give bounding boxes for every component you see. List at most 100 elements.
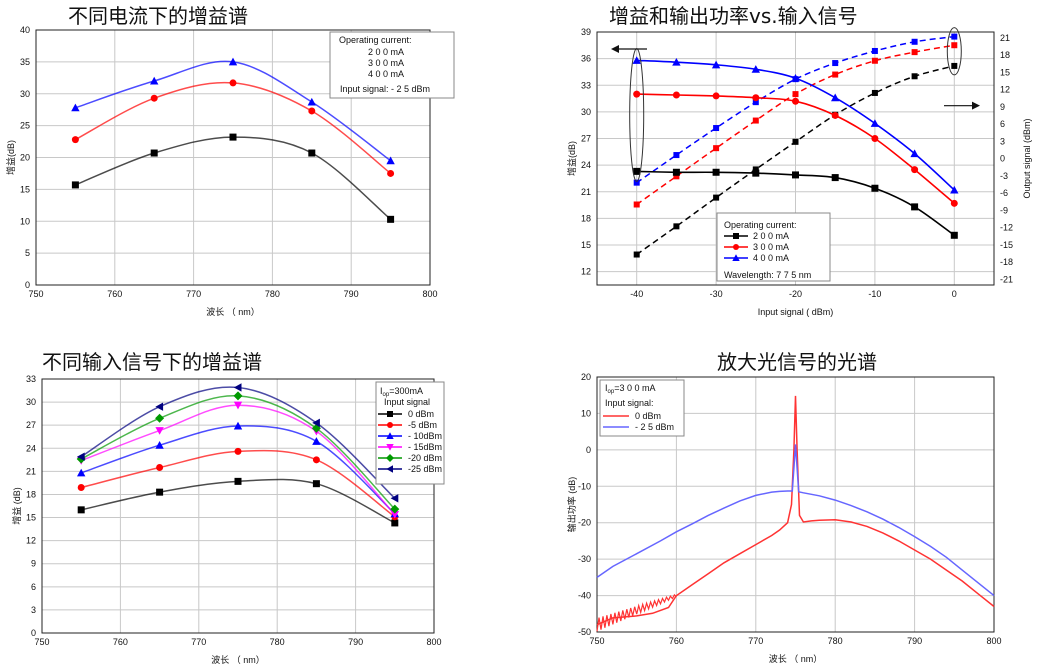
y2-tick-label: -6 — [1000, 188, 1008, 198]
data-point — [910, 149, 919, 158]
chart-panel-4: 放大光信号的光谱 750 760 770 780 790 800 -50 -40 -30 -20 -… — [521, 334, 1042, 668]
data-point — [391, 519, 399, 527]
x-tick-label: 760 — [107, 289, 122, 299]
data-point — [951, 62, 958, 69]
arrow-right-head — [972, 101, 980, 110]
x-tick-label: 790 — [907, 636, 922, 646]
data-point — [234, 447, 242, 455]
x-tick-label: 780 — [265, 289, 280, 299]
y-tick-label: 20 — [20, 153, 30, 163]
data-point — [633, 251, 640, 258]
y2-tick-label: -18 — [1000, 257, 1013, 267]
series--10-dBm — [77, 421, 399, 518]
data-point — [950, 185, 959, 194]
series-0-dBm — [77, 477, 399, 527]
x-axis-label: 波长 （ nm） — [211, 654, 265, 665]
legend-title: Iop=300mA — [380, 386, 423, 398]
data-point — [390, 504, 400, 514]
data-point — [911, 73, 918, 80]
x-tick-label: 800 — [986, 636, 1001, 646]
data-point — [871, 135, 879, 143]
y-tick-label: 0 — [25, 280, 30, 290]
y-tick-label: 18 — [581, 213, 591, 223]
tick-labels: 750 760 770 780 790 800 -50 -40 -30 -20 -10 0 10 20 — [578, 372, 1002, 646]
data-point — [950, 199, 958, 207]
y-tick-label: 6 — [31, 582, 36, 592]
data-point — [732, 254, 740, 261]
data-point — [751, 65, 760, 73]
data-point — [832, 60, 839, 67]
x-tick-label: 750 — [34, 637, 49, 647]
data-point — [792, 97, 799, 105]
x-tick-label: -40 — [630, 289, 643, 299]
legend: Iop=3 0 0 mA Input signal: 0 dBm- 2 5 dBm — [599, 379, 685, 437]
data-point — [871, 47, 878, 54]
legend-note: Wavelength: 7 7 5 nm — [724, 270, 811, 280]
data-point — [831, 111, 839, 119]
data-point — [390, 494, 399, 503]
data-point — [77, 468, 86, 477]
data-point — [386, 465, 393, 473]
x-tick-label: 750 — [589, 636, 604, 646]
data-point — [155, 427, 164, 435]
y-tick-label: 5 — [25, 248, 30, 258]
y2-tick-label: -3 — [1000, 171, 1008, 181]
data-point — [233, 401, 243, 410]
data-point — [312, 418, 320, 428]
data-point — [672, 57, 681, 66]
y2-tick-label: -21 — [1000, 274, 1013, 284]
series-0-dBm — [596, 395, 995, 632]
data-point — [77, 506, 85, 514]
legend-title-rest: =3 0 0 mA — [614, 383, 655, 393]
legend-entry: -5 dBm — [408, 420, 437, 430]
y-tick-label: 27 — [26, 420, 36, 430]
y-tick-label: 10 — [581, 408, 591, 418]
data-point — [386, 454, 394, 462]
legend-entry: 2 0 0 mA — [368, 47, 404, 57]
data-point — [387, 169, 395, 177]
data-point — [752, 166, 759, 173]
data-point — [156, 488, 164, 496]
data-point — [312, 456, 320, 464]
y-axis-label: 增益(dB) — [5, 140, 16, 175]
y2-tick-label: 3 — [1000, 136, 1005, 146]
data-point — [155, 413, 165, 423]
data-point — [713, 125, 720, 132]
data-point — [386, 444, 394, 451]
plot-frame — [35, 29, 431, 286]
y-tick-label: 33 — [26, 374, 36, 384]
y-axis-label: 增益(dB) — [566, 141, 577, 176]
data-point — [673, 223, 680, 230]
data-point — [832, 71, 839, 78]
legend-title-rest: =300mA — [389, 386, 423, 396]
data-point — [155, 402, 164, 411]
x-tick-label: 800 — [426, 637, 441, 647]
legend-entry: 0 dBm — [408, 409, 434, 419]
y2-tick-label: 18 — [1000, 50, 1010, 60]
legend-entry: -25 dBm — [408, 464, 442, 474]
y-tick-label: 3 — [31, 605, 36, 615]
y-tick-label: 12 — [26, 536, 36, 546]
y-axis-label: 输出功率 (dB) — [566, 477, 577, 533]
y-tick-label: 30 — [581, 107, 591, 117]
data-point — [752, 94, 760, 102]
data-point — [150, 76, 159, 85]
y-tick-label: 25 — [20, 121, 30, 131]
y-tick-label: 21 — [581, 187, 591, 197]
legend-entry: - 10dBm — [408, 431, 442, 441]
y2-tick-label: 15 — [1000, 67, 1010, 77]
y2-tick-label: 0 — [1000, 154, 1005, 164]
legend: Operating current: 2 0 0 mA3 0 0 mA4 0 0 … — [329, 31, 455, 99]
series-line — [596, 395, 995, 626]
data-point — [911, 38, 918, 45]
series-line — [596, 444, 995, 597]
data-point — [713, 145, 720, 152]
y-tick-label: 30 — [20, 89, 30, 99]
y-tick-label: 21 — [26, 466, 36, 476]
data-point — [633, 167, 641, 175]
legend-entry: 3 0 0 mA — [368, 58, 404, 68]
chart-title: 不同电流下的增益谱 — [68, 4, 248, 28]
y-tick-label: 24 — [26, 443, 36, 453]
noise-line — [596, 593, 677, 632]
data-point — [233, 383, 242, 392]
